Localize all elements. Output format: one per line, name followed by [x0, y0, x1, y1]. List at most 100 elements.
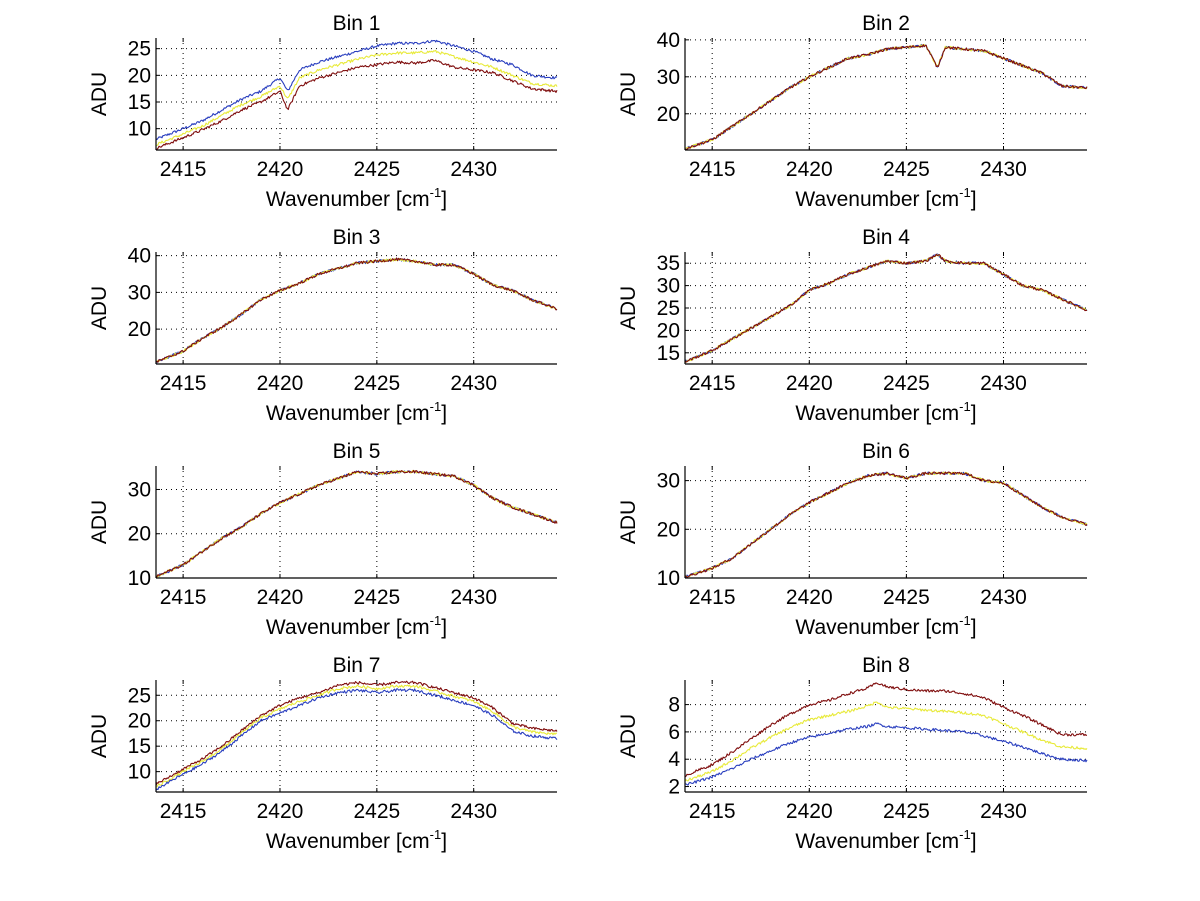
subplot-3: Bin 3 2415 2420 2425 2430 20 30 40 ADU Wavenumber…: [88, 226, 558, 425]
x-tick-label: 2415: [160, 372, 207, 395]
x-tick-label: 2420: [786, 158, 833, 181]
subplot-8: Bin 8 2415 2420 2425 2430 2 4 6 8 ADU Wavenumber […: [617, 654, 1088, 853]
x-tick-label: 2420: [786, 372, 833, 395]
x-tick-label: 2430: [980, 800, 1027, 823]
series-line-darkred: [684, 471, 1088, 578]
x-axis-label-superscript: -1: [430, 613, 442, 628]
x-axis-label: Wavenumber [cm-1]: [266, 399, 447, 425]
x-axis-label: Wavenumber [cm-1]: [795, 827, 976, 853]
x-tick-label: 2425: [883, 372, 930, 395]
series-line-darkred: [684, 44, 1088, 151]
x-axis-label-superscript: -1: [959, 613, 971, 628]
y-tick-label: 20: [128, 318, 151, 341]
series-line-darkred: [155, 257, 558, 363]
x-axis-label: Wavenumber [cm-1]: [266, 185, 447, 211]
series-line-blue: [684, 471, 1088, 579]
series-line-yellow: [684, 701, 1088, 782]
subplot-title: Bin 4: [862, 226, 910, 249]
x-axis-label-main: Wavenumber [cm: [795, 402, 959, 425]
x-tick-label: 2420: [786, 800, 833, 823]
subplot-title: Bin 6: [862, 440, 910, 463]
x-axis-label-superscript: -1: [959, 827, 971, 842]
y-tick-label: 30: [128, 478, 151, 501]
y-tick-label: 40: [657, 29, 680, 52]
y-axis-label: ADU: [617, 500, 640, 544]
subplot-6: Bin 6 2415 2420 2425 2430 10 20 30 ADU Wavenumber…: [617, 440, 1088, 639]
y-tick-label: 15: [657, 342, 680, 365]
x-tick-label: 2420: [257, 586, 304, 609]
series-group: [155, 39, 558, 151]
x-axis-label-end: ]: [441, 188, 447, 211]
x-axis-label-main: Wavenumber [cm: [266, 188, 430, 211]
x-axis-label-main: Wavenumber [cm: [795, 616, 959, 639]
series-line-darkred: [155, 469, 558, 578]
series-line-yellow: [155, 684, 558, 788]
y-tick-label: 20: [657, 518, 680, 541]
series-group: [155, 257, 558, 364]
y-tick-label: 20: [128, 710, 151, 733]
x-axis-label: Wavenumber [cm-1]: [795, 613, 976, 639]
x-tick-label: 2425: [883, 800, 930, 823]
x-axis-label-superscript: -1: [430, 185, 442, 200]
subplot-1: Bin 1 2415 2420 2425 2430 10 15 20 25 ADU Wavenumb…: [88, 12, 558, 211]
series-group: [684, 253, 1088, 364]
x-tick-label: 2430: [980, 372, 1027, 395]
y-tick-label: 8: [668, 694, 680, 717]
x-tick-label: 2420: [257, 158, 304, 181]
x-axis-label-main: Wavenumber [cm: [266, 402, 430, 425]
x-tick-label: 2430: [980, 586, 1027, 609]
subplot-title: Bin 8: [862, 654, 910, 677]
x-tick-label: 2425: [883, 158, 930, 181]
series-line-yellow: [155, 49, 558, 147]
series-line-darkred: [684, 682, 1088, 778]
subplot-title: Bin 2: [862, 12, 910, 35]
x-tick-label: 2425: [353, 158, 400, 181]
y-tick-label: 6: [668, 721, 680, 744]
y-tick-label: 25: [657, 297, 680, 320]
x-tick-label: 2420: [257, 372, 304, 395]
subplot-title: Bin 1: [333, 12, 381, 35]
subplot-5: Bin 5 2415 2420 2425 2430 10 20 30 ADU Wavenumber…: [88, 440, 558, 639]
y-tick-label: 2: [668, 776, 680, 799]
x-axis-label-end: ]: [441, 830, 447, 853]
subplot-title: Bin 5: [333, 440, 381, 463]
series-line-darkred: [684, 253, 1088, 363]
series-line-yellow: [684, 471, 1088, 578]
series-group: [684, 682, 1088, 786]
series-line-blue: [685, 722, 1088, 786]
y-tick-label: 10: [128, 567, 151, 590]
x-tick-label: 2430: [980, 158, 1027, 181]
series-group: [155, 469, 558, 578]
x-axis-label-main: Wavenumber [cm: [795, 830, 959, 853]
series-line-blue: [684, 43, 1088, 150]
x-tick-label: 2415: [689, 800, 736, 823]
x-tick-label: 2425: [353, 800, 400, 823]
x-axis-label-end: ]: [441, 616, 447, 639]
series-line-yellow: [155, 469, 558, 578]
x-axis-label-end: ]: [441, 402, 447, 425]
x-tick-label: 2430: [450, 158, 497, 181]
x-tick-label: 2425: [883, 586, 930, 609]
series-line-darkred: [155, 59, 558, 151]
y-tick-label: 30: [128, 281, 151, 304]
subplot-title: Bin 7: [333, 654, 381, 677]
x-tick-label: 2430: [450, 372, 497, 395]
y-tick-label: 20: [128, 64, 151, 87]
y-axis-label: ADU: [88, 286, 111, 330]
subplot-2: Bin 2 2415 2420 2425 2430 20 30 40 ADU Wavenumber…: [617, 12, 1088, 211]
y-tick-label: 20: [657, 103, 680, 126]
y-tick-label: 15: [128, 735, 151, 758]
x-tick-label: 2430: [450, 800, 497, 823]
y-axis-label: ADU: [617, 72, 640, 116]
x-tick-label: 2425: [353, 586, 400, 609]
x-axis-label-main: Wavenumber [cm: [795, 188, 959, 211]
y-tick-label: 35: [657, 252, 680, 275]
x-tick-label: 2415: [160, 586, 207, 609]
series-line-yellow: [155, 258, 558, 363]
x-axis-label: Wavenumber [cm-1]: [266, 827, 447, 853]
y-tick-label: 15: [128, 91, 151, 114]
x-axis-label: Wavenumber [cm-1]: [795, 185, 976, 211]
